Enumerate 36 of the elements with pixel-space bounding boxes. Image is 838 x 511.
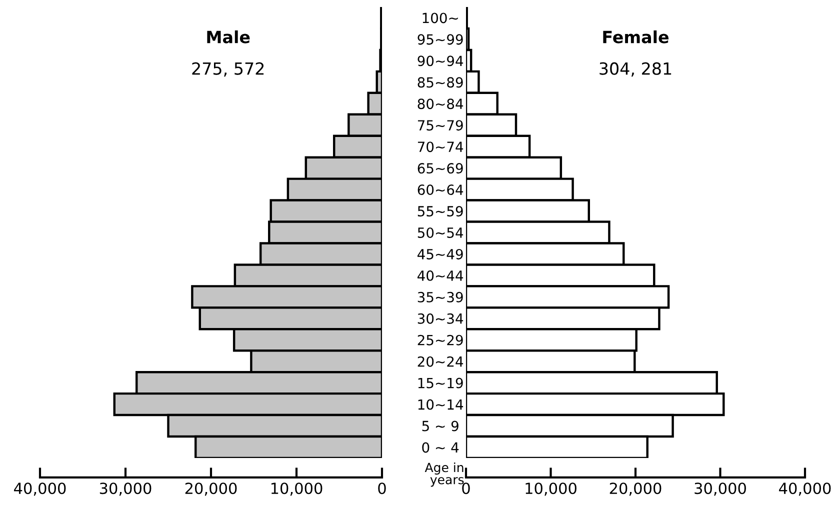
x-tick-label: 10,000 [526, 482, 576, 496]
text: Female [603, 30, 669, 44]
y-tick-label: 20∼24 [418, 356, 464, 367]
y-tick-label: 90∼94 [418, 56, 464, 66]
y-tick-label: 85∼89 [418, 77, 463, 88]
y-tick-label: 65∼69 [418, 163, 463, 174]
y-tick-label: 30∼34 [418, 313, 464, 324]
x-tick-label: 0 [462, 482, 470, 494]
y-axis-title: Age in years [424, 462, 464, 487]
text: 304, 281 [600, 62, 672, 77]
text: 275, 572 [192, 62, 264, 77]
y-tick-label: 35∼39 [418, 292, 463, 302]
y-tick-label: 0 ∼ 4 [422, 442, 459, 453]
y-tick-label: 95∼99 [418, 34, 463, 45]
y-tick-label: 55∼59 [418, 206, 463, 216]
y-tick-label: 45∼49 [418, 248, 463, 260]
text: Male [207, 30, 250, 44]
y-tick-label: 15∼19 [418, 378, 463, 388]
x-tick-label: 10,000 [271, 482, 322, 496]
y-tick-label: 25∼29 [418, 334, 463, 346]
y-tick-label: 75∼79 [418, 120, 463, 131]
y-tick-label: 70∼74 [418, 142, 464, 152]
y-tick-label: 10∼14 [418, 399, 464, 410]
y-tick-label: 60∼64 [418, 184, 464, 196]
y-tick-label: 5 ∼ 9 [422, 420, 458, 432]
x-tick-label: 20,000 [185, 482, 237, 496]
x-tick-label: 30,000 [694, 482, 746, 496]
x-tick-label: 40,000 [14, 482, 66, 496]
y-tick-label: 40∼44 [418, 270, 464, 281]
y-tick-label: 50∼54 [418, 227, 464, 238]
x-tick-label: 40,000 [779, 482, 831, 496]
y-tick-label: 80∼84 [418, 98, 464, 110]
x-tick-label: 30,000 [100, 482, 152, 496]
x-tick-label: 0 [378, 482, 386, 494]
x-tick-label: 20,000 [610, 482, 662, 496]
y-tick-label: 100∼ [422, 12, 458, 24]
